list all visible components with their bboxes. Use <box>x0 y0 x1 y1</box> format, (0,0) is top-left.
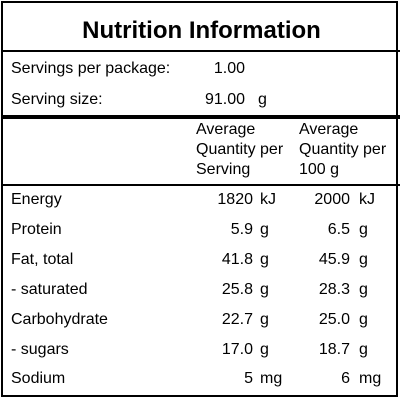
divider-thick <box>3 115 400 119</box>
nutrient-name: Energy <box>11 191 62 208</box>
divider-thin <box>3 50 400 52</box>
per-serving-unit: g <box>260 341 269 358</box>
per-serving-value: 5 <box>244 370 253 387</box>
column-header-per-serving-line: Average <box>196 121 256 138</box>
serving-size-value: 91.00 <box>204 91 245 108</box>
per-100g-value: 25.0 <box>318 311 350 328</box>
nutrient-name: Sodium <box>11 370 66 387</box>
per-serving-value: 1820 <box>217 191 253 208</box>
per-serving-value: 22.7 <box>221 311 253 328</box>
divider-thin <box>3 184 400 186</box>
per-100g-unit: g <box>359 251 368 268</box>
per-100g-unit: g <box>359 221 368 238</box>
per-serving-value: 41.8 <box>221 251 253 268</box>
per-serving-unit: kJ <box>260 191 276 208</box>
per-100g-value: 28.3 <box>318 281 350 298</box>
per-serving-value: 25.8 <box>221 281 253 298</box>
per-serving-unit: g <box>260 281 269 298</box>
nutrient-name: Fat, total <box>11 251 74 268</box>
column-header-per-100g: Average Quantity per 100 g <box>299 120 386 180</box>
per-100g-value: 6.5 <box>327 221 350 238</box>
serving-size-unit: g <box>258 91 267 108</box>
per-100g-unit: mg <box>359 370 382 387</box>
per-serving-unit: g <box>260 311 269 328</box>
column-header-per-serving-line: Quantity per <box>196 141 284 158</box>
per-100g-value: 18.7 <box>318 341 350 358</box>
nutrient-name: Carbohydrate <box>11 311 108 328</box>
servings-per-package-label: Servings per package: <box>11 60 171 77</box>
per-100g-value: 2000 <box>314 191 350 208</box>
nutrient-name: - sugars <box>11 341 69 358</box>
per-serving-unit: mg <box>260 370 283 387</box>
per-serving-value: 17.0 <box>221 341 253 358</box>
column-header-per-100g-line: 100 g <box>299 161 340 178</box>
per-100g-unit: kJ <box>359 191 375 208</box>
servings-per-package-value: 1.00 <box>213 60 245 77</box>
per-100g-value: 45.9 <box>318 251 350 268</box>
nutrient-name: - saturated <box>11 281 88 298</box>
per-serving-value: 5.9 <box>230 221 253 238</box>
panel-title: Nutrition Information <box>82 17 321 44</box>
column-header-per-serving: Average Quantity per Serving <box>196 120 283 180</box>
column-header-per-serving-line: Serving <box>196 161 251 178</box>
per-100g-unit: g <box>359 281 368 298</box>
nutrient-name: Protein <box>11 221 62 238</box>
per-100g-unit: g <box>359 311 368 328</box>
per-serving-unit: g <box>260 251 269 268</box>
column-header-per-100g-line: Average <box>299 121 359 138</box>
per-100g-unit: g <box>359 341 368 358</box>
per-100g-value: 6 <box>341 370 350 387</box>
serving-size-label: Serving size: <box>11 91 103 108</box>
column-header-per-100g-line: Quantity per <box>299 141 387 158</box>
per-serving-unit: g <box>260 221 269 238</box>
